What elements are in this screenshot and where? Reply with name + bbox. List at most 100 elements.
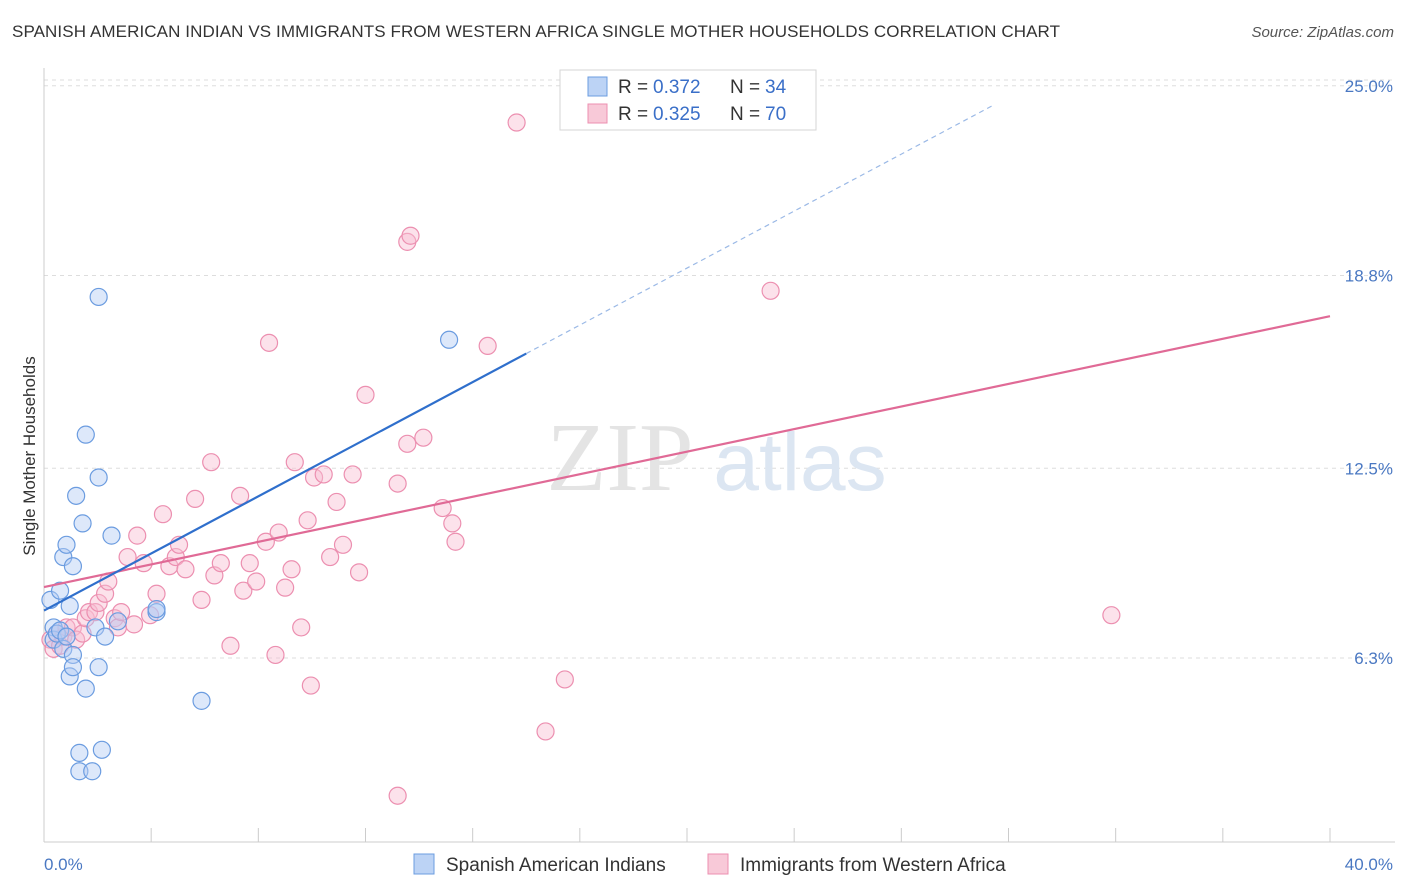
watermark: ZIP atlas xyxy=(547,404,887,512)
data-point-spanish-american-indian xyxy=(73,514,92,533)
data-point-western-africa xyxy=(398,434,417,453)
data-point-western-africa xyxy=(176,560,195,579)
legend-n-value-2: 70 xyxy=(765,104,786,125)
x-tick-label: 0.0% xyxy=(44,855,83,874)
axes xyxy=(43,68,1395,843)
data-point-western-africa xyxy=(388,474,407,493)
data-point-western-africa xyxy=(321,547,340,567)
data-point-spanish-american-indian xyxy=(50,581,70,600)
y-tick-label: 12.5% xyxy=(1345,459,1393,478)
data-point-spanish-american-indian xyxy=(83,762,102,781)
data-point-spanish-american-indian xyxy=(63,557,83,576)
data-point-western-africa xyxy=(292,618,311,637)
data-point-western-africa xyxy=(89,593,108,613)
data-point-western-africa xyxy=(259,333,279,352)
data-point-spanish-american-indian xyxy=(76,425,95,444)
data-point-western-africa xyxy=(79,603,99,622)
watermark-zip: ZIP xyxy=(547,404,694,512)
data-point-western-africa xyxy=(298,511,317,530)
data-point-spanish-american-indian xyxy=(108,612,128,631)
trend-line-spanish-american-indians xyxy=(43,352,527,612)
data-point-western-africa xyxy=(333,535,353,554)
series-spanish-american-indians-points xyxy=(41,287,459,781)
source-label: Source: ZipAtlas.com xyxy=(1251,24,1394,41)
data-point-western-africa xyxy=(401,226,420,245)
data-point-western-africa xyxy=(388,786,407,805)
data-point-western-africa xyxy=(221,636,240,655)
y-tick-label: 25.0% xyxy=(1345,77,1393,96)
data-point-spanish-american-indian xyxy=(86,618,105,637)
legend-r-label-2: R = xyxy=(618,104,648,125)
y-tick-labels: 6.3% 12.5% 18.8% 25.0% xyxy=(1345,77,1393,668)
data-point-western-africa xyxy=(555,670,574,689)
data-point-western-africa xyxy=(211,554,230,573)
bottom-legend-swatch-pink xyxy=(707,853,729,875)
data-point-spanish-american-indian xyxy=(92,740,111,759)
data-point-western-africa xyxy=(314,465,333,484)
chart-title: SPANISH AMERICAN INDIAN VS IMMIGRANTS FR… xyxy=(12,22,1061,41)
data-point-spanish-american-indian xyxy=(63,658,83,677)
bottom-legend-label-2: Immigrants from Western Africa xyxy=(740,855,1006,876)
x-tick-label: 40.0% xyxy=(1345,855,1393,874)
data-point-western-africa xyxy=(761,281,780,300)
data-point-western-africa xyxy=(231,486,250,505)
legend-n-label-2: N = xyxy=(730,104,760,125)
data-point-western-africa xyxy=(414,428,433,447)
data-point-spanish-american-indian xyxy=(57,535,76,554)
legend-n-label-1: N = xyxy=(730,77,760,98)
data-point-western-africa xyxy=(343,465,362,484)
x-tick-labels: 0.0% 40.0% xyxy=(44,855,1393,874)
legend-r-value-2: 0.325 xyxy=(653,104,701,125)
bottom-legend: Spanish American Indians Immigrants from… xyxy=(413,853,1006,876)
data-point-spanish-american-indian xyxy=(67,486,86,505)
data-point-western-africa xyxy=(1102,606,1121,625)
data-point-western-africa xyxy=(234,581,253,600)
data-point-western-africa xyxy=(147,584,166,603)
legend-r-label-1: R = xyxy=(618,77,648,98)
data-point-western-africa xyxy=(202,453,221,472)
trend-line-western-africa xyxy=(43,315,1331,589)
data-point-spanish-american-indian xyxy=(102,526,121,545)
data-point-western-africa xyxy=(507,113,526,132)
data-point-western-africa xyxy=(240,554,259,573)
data-point-western-africa xyxy=(192,590,211,609)
data-point-western-africa xyxy=(186,489,205,508)
data-point-spanish-american-indian xyxy=(89,468,108,487)
data-point-western-africa xyxy=(247,572,266,591)
legend-box: R = 0.372 N = 34 R = 0.325 N = 70 xyxy=(559,69,817,131)
data-point-western-africa xyxy=(282,560,301,579)
data-point-spanish-american-indian xyxy=(95,627,115,646)
data-point-western-africa xyxy=(128,526,147,545)
trend-lines xyxy=(43,105,1331,612)
data-point-spanish-american-indian xyxy=(147,599,166,619)
data-point-western-africa xyxy=(536,722,555,741)
data-point-western-africa xyxy=(327,492,346,512)
data-point-western-africa xyxy=(443,514,462,533)
y-tick-label: 6.3% xyxy=(1354,649,1393,668)
data-point-western-africa xyxy=(266,645,285,665)
trend-line-extension-dashed xyxy=(525,105,993,355)
bottom-legend-label-1: Spanish American Indians xyxy=(446,855,666,876)
legend-swatch-blue xyxy=(587,76,608,97)
data-point-western-africa xyxy=(124,615,144,634)
data-point-western-africa xyxy=(153,505,173,524)
data-point-western-africa xyxy=(349,563,369,582)
y-tick-label: 18.8% xyxy=(1345,267,1393,286)
bottom-legend-swatch-blue xyxy=(413,853,435,875)
data-point-spanish-american-indian xyxy=(70,762,89,781)
legend-swatch-pink xyxy=(587,103,608,124)
data-point-western-africa xyxy=(285,453,304,472)
data-point-western-africa xyxy=(276,578,295,597)
data-point-spanish-american-indian xyxy=(439,330,459,349)
legend-r-value-1: 0.372 xyxy=(653,77,701,98)
data-point-spanish-american-indian xyxy=(57,627,76,646)
data-point-western-africa xyxy=(446,532,465,551)
legend-n-value-1: 34 xyxy=(765,77,787,98)
data-point-spanish-american-indian xyxy=(70,743,89,762)
data-point-spanish-american-indian xyxy=(89,287,108,307)
data-point-spanish-american-indian xyxy=(89,658,108,677)
y-axis-label: Single Mother Households xyxy=(20,356,39,555)
watermark-atlas: atlas xyxy=(713,417,886,508)
data-point-western-africa xyxy=(478,336,497,355)
